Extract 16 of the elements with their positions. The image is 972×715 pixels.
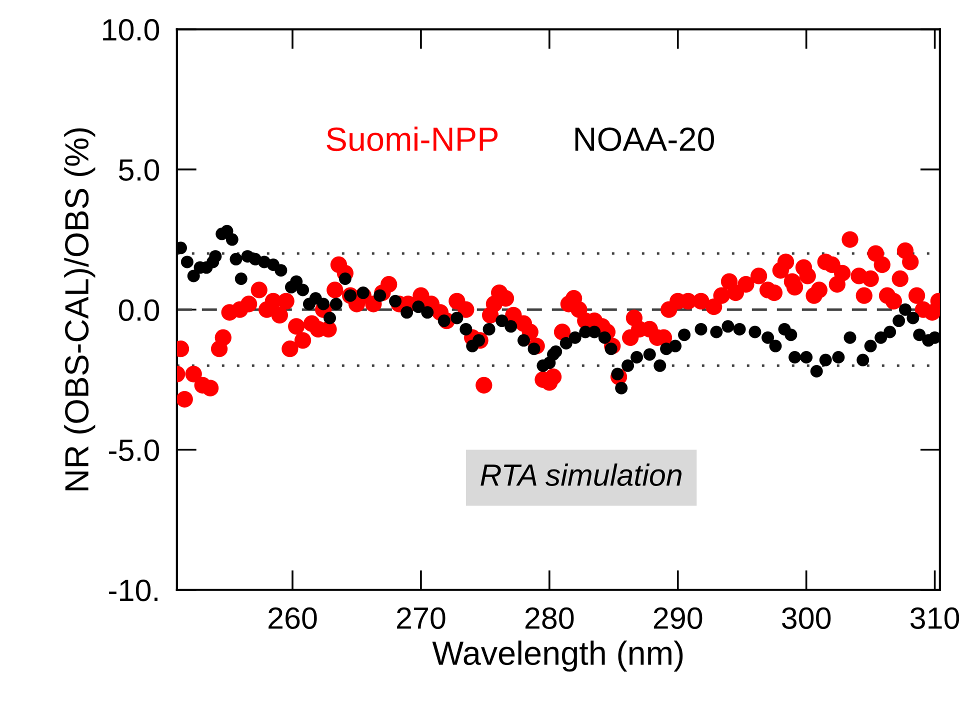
x-tick-label: 310 <box>910 607 960 629</box>
x-tick-label: 300 <box>782 607 831 629</box>
x-tick-label: 270 <box>397 607 446 629</box>
y-tick-label: 10.0 <box>103 19 160 41</box>
x-tick-label: 290 <box>654 607 702 629</box>
text: NOAA-20 <box>575 127 714 152</box>
annotation: RTA simulation <box>480 464 682 486</box>
x-tick-label: 260 <box>268 607 317 629</box>
y-axis-title: NR (OBS-CAL)/OBS (%) <box>64 128 96 490</box>
y-tick-label: -5.0 <box>108 439 160 462</box>
x-tick-label: 280 <box>525 607 574 629</box>
y-tick-label: -10. <box>108 580 158 602</box>
y-tick-label: 5.0 <box>118 159 160 181</box>
x-axis-title: Wavelength (nm) <box>432 640 683 672</box>
y-tick-label: 0.0 <box>118 299 160 321</box>
text: Suomi-NPP <box>326 126 498 152</box>
